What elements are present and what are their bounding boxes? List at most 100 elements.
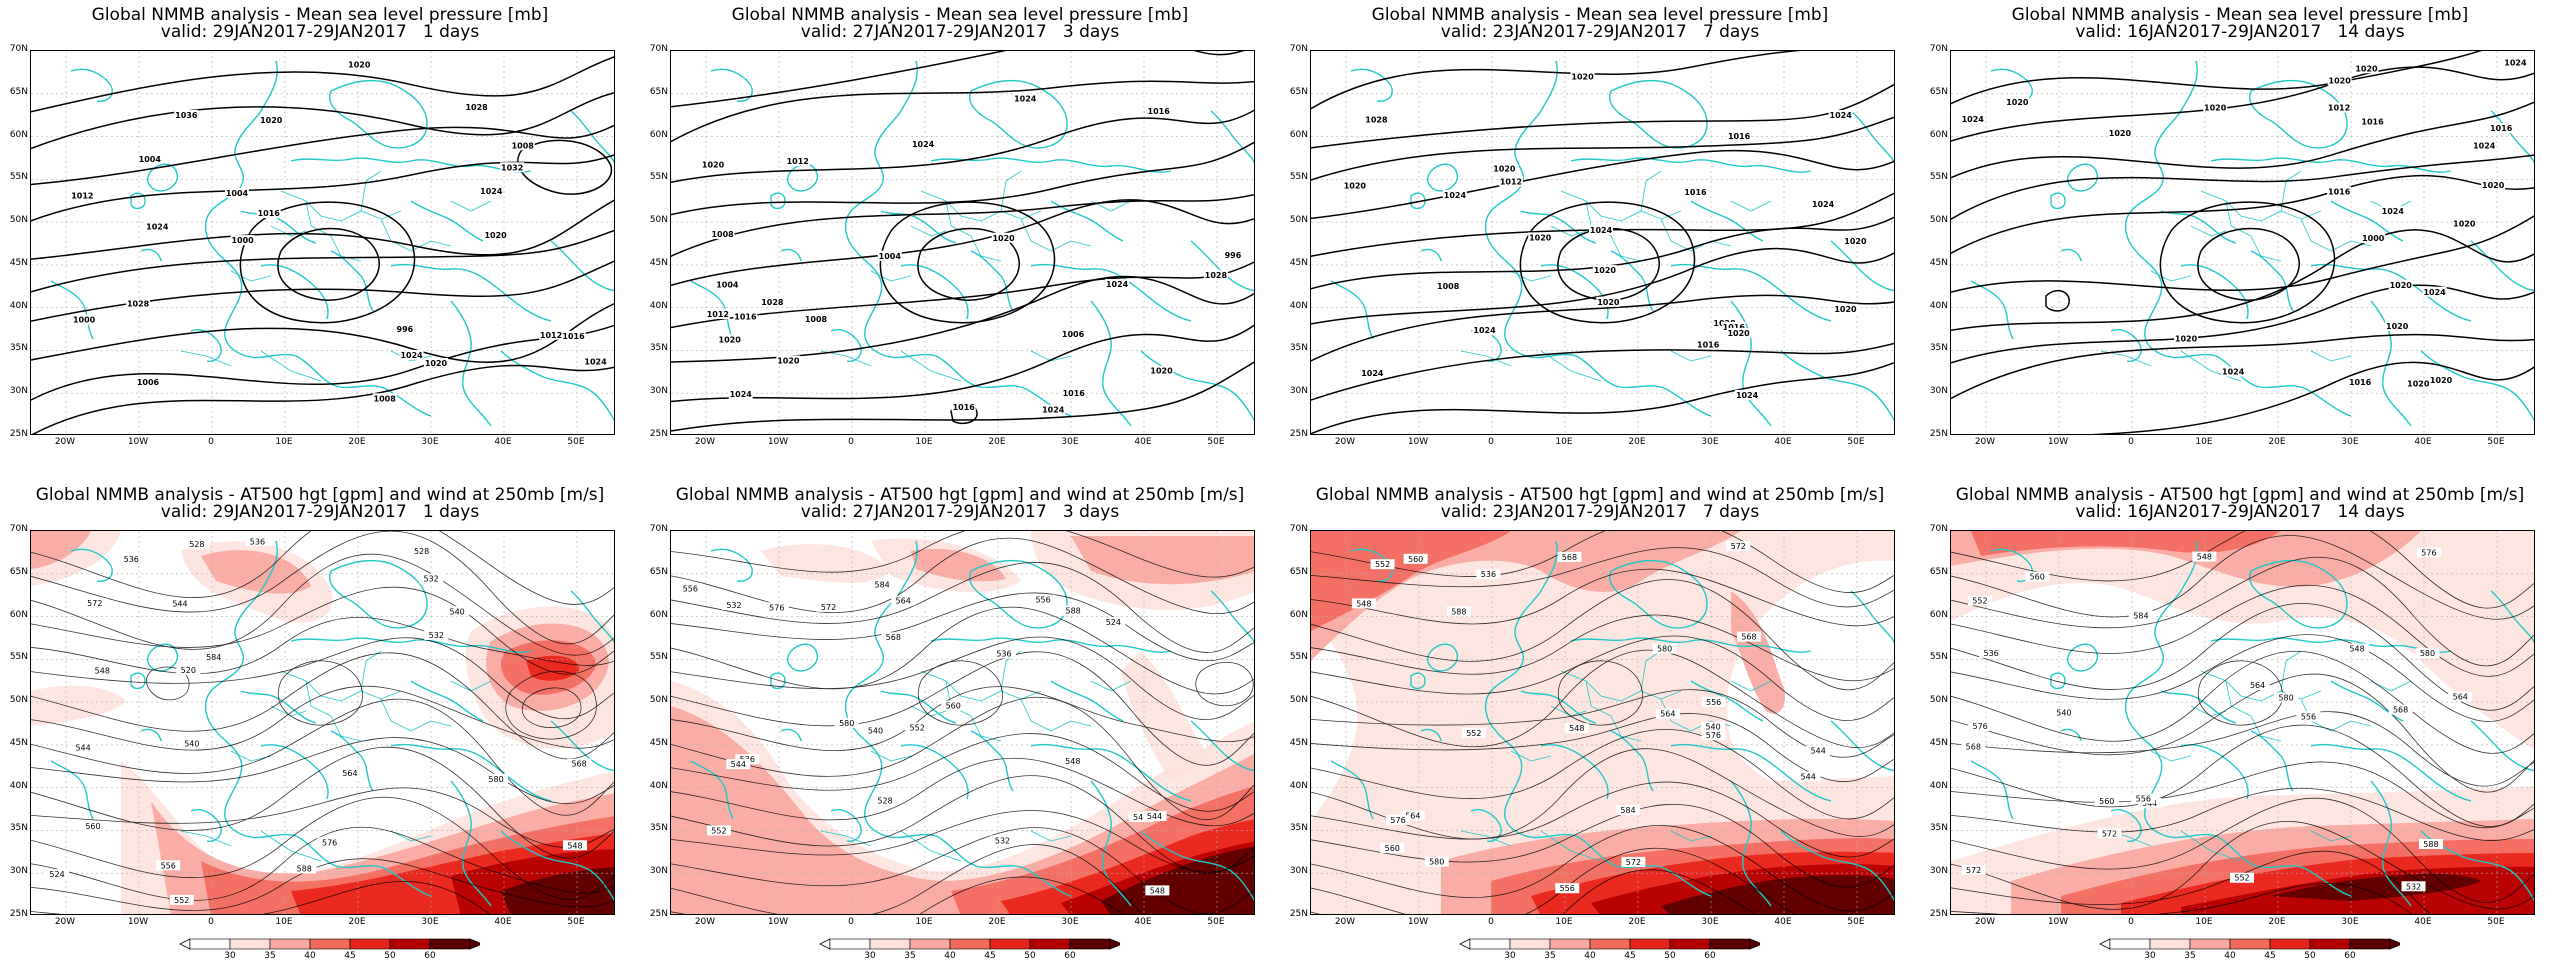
contour-label-bg bbox=[119, 553, 144, 564]
contour-label-bg bbox=[1796, 771, 1821, 782]
contour-label: 1004 bbox=[716, 280, 739, 289]
contour-label-bg bbox=[2380, 206, 2405, 217]
contour-label: 568 bbox=[1562, 553, 1577, 562]
graticule bbox=[1311, 531, 1894, 914]
coastline bbox=[1140, 350, 1254, 421]
lon-tick-label: 10E bbox=[2195, 917, 2213, 927]
contour-label: 1016 bbox=[1728, 132, 1751, 141]
country-border bbox=[1610, 715, 1642, 742]
graticule bbox=[31, 531, 614, 914]
lat-tick-label: 35N bbox=[649, 823, 668, 834]
lat-tick-label: 70N bbox=[9, 524, 28, 534]
country-border bbox=[1550, 225, 1587, 237]
contour-label-bg bbox=[2107, 127, 2132, 138]
lat-tick-label: 50N bbox=[1289, 695, 1308, 706]
borders bbox=[180, 170, 492, 382]
contour-label: 580 bbox=[1657, 645, 1672, 654]
height-contour bbox=[31, 531, 614, 605]
country-border bbox=[1050, 720, 1092, 732]
coastline bbox=[450, 780, 492, 907]
contour-label: 1012 bbox=[540, 331, 562, 340]
lon-tick-label: 20E bbox=[348, 437, 366, 447]
lon-tick-label: 30E bbox=[421, 917, 439, 927]
country-border bbox=[2280, 650, 2302, 692]
wind-shade-region bbox=[911, 548, 1006, 582]
contour-label: 536 bbox=[996, 649, 1011, 658]
contour-label-bg bbox=[1364, 114, 1389, 125]
coastline bbox=[2060, 248, 2082, 262]
lat-tick-label: 40N bbox=[1929, 780, 1948, 791]
mslp-panel: Global NMMB analysis - Mean sea level pr… bbox=[640, 0, 1280, 480]
lat-tick-label: 45N bbox=[1289, 737, 1308, 748]
panel-title: Global NMMB analysis - AT500 hgt [gpm] a… bbox=[1955, 485, 2525, 505]
coastline bbox=[1540, 744, 1609, 800]
colorbar-tick-label: 30 bbox=[2144, 951, 2156, 961]
lon-tick-label: 50E bbox=[1207, 917, 1225, 927]
lat-tick-label: 70N bbox=[1289, 524, 1308, 534]
contour-label: 560 bbox=[85, 822, 100, 831]
contour-label: 1012 bbox=[1500, 177, 1522, 186]
contour-label-bg bbox=[80, 820, 105, 831]
height-contour bbox=[671, 876, 1124, 914]
contour-label-bg bbox=[2361, 233, 2386, 244]
contour-label: 560 bbox=[1408, 555, 1423, 564]
contour-label-bg bbox=[230, 235, 255, 246]
contour-label-bg bbox=[726, 759, 751, 770]
height-contour bbox=[671, 733, 1254, 812]
lat-tick-label: 50N bbox=[649, 215, 668, 226]
coastline bbox=[2370, 780, 2412, 907]
coastline bbox=[1330, 760, 1374, 820]
contour-labels: 1006 996 1004 1008 1012 1016 1020 1024 1028 1024 1… bbox=[701, 93, 1245, 415]
colorbar-tick-label: 30 bbox=[1504, 951, 1516, 961]
contour-label-bg bbox=[245, 536, 270, 547]
contour-label: 588 bbox=[2423, 840, 2438, 849]
isobar bbox=[31, 324, 614, 401]
contour-label-bg bbox=[2415, 648, 2440, 659]
country-border bbox=[340, 690, 402, 702]
lat-tick-label: 60N bbox=[649, 609, 668, 620]
lon-tick-label: 20W bbox=[694, 437, 716, 447]
contour-label-bg bbox=[2097, 828, 2122, 839]
lat-tick-label: 35N bbox=[9, 343, 28, 354]
contour-label: 1008 bbox=[805, 315, 828, 324]
country-border bbox=[2250, 235, 2282, 262]
coastline bbox=[2330, 200, 2404, 242]
contour-label: 548 bbox=[1569, 724, 1584, 733]
height-contour bbox=[1951, 711, 2534, 787]
colorbar-swatch bbox=[2189, 938, 2231, 950]
coastline bbox=[2050, 192, 2066, 210]
country-border bbox=[2150, 750, 2192, 762]
contour-label: 1016 bbox=[2361, 118, 2384, 127]
contour-label-bg bbox=[292, 863, 317, 874]
lat-tick-label: 65N bbox=[1929, 566, 1948, 577]
coastline bbox=[390, 263, 552, 322]
isobar bbox=[31, 199, 614, 260]
contour-label-bg bbox=[2354, 63, 2379, 74]
contour-label-bg bbox=[90, 665, 115, 676]
height-contour bbox=[1951, 673, 2534, 793]
contour-label-bg bbox=[510, 140, 535, 151]
country-border bbox=[1560, 670, 1622, 702]
lat-tick-label: 25N bbox=[9, 909, 28, 919]
contour-label: 1020 bbox=[1529, 233, 1552, 242]
coastline bbox=[1420, 728, 1442, 742]
country-border bbox=[2370, 680, 2412, 692]
contour-labels: 1008101210161020102410281020102410281016… bbox=[1342, 71, 1868, 400]
contour-label-bg bbox=[1726, 327, 1751, 338]
coastline bbox=[410, 200, 484, 242]
lat-tick-label: 30N bbox=[1929, 386, 1948, 397]
colorbar-arrow-left bbox=[1459, 938, 1471, 950]
height-contour bbox=[31, 685, 614, 751]
lon-tick-label: 0 bbox=[2128, 437, 2134, 447]
country-border bbox=[2200, 190, 2262, 222]
country-border bbox=[410, 240, 452, 252]
contour-label-bg bbox=[372, 393, 397, 404]
colorbar: 30 35 40 45 50 60 bbox=[800, 937, 1120, 961]
coastline bbox=[969, 79, 1068, 149]
lat-tick-label: 55N bbox=[1929, 172, 1948, 183]
contour-label: 548 bbox=[1150, 886, 1165, 895]
coastline bbox=[787, 643, 818, 672]
contour-label-bg bbox=[1596, 296, 1621, 307]
colorbar-tick-label: 30 bbox=[224, 951, 236, 961]
contour-label-bg bbox=[174, 109, 199, 120]
